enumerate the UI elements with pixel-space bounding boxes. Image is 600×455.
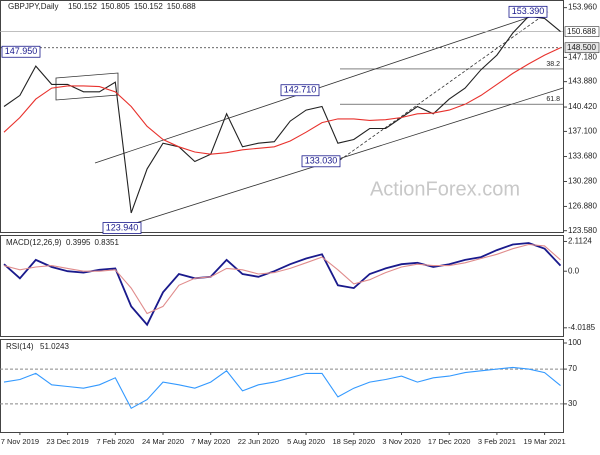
annotation-label: 123.940 xyxy=(106,222,139,232)
y-tick-label: 70 xyxy=(568,364,577,373)
y-tick-label: 126.880 xyxy=(568,202,597,211)
header-value: 0.3995 xyxy=(66,238,91,247)
x-tick-label: 5 Aug 2020 xyxy=(287,437,325,446)
series-line xyxy=(3,243,561,315)
channel-lower xyxy=(119,87,564,229)
series-line xyxy=(3,242,562,327)
series-line xyxy=(3,47,561,155)
x-tick-label: 18 Sep 2020 xyxy=(333,437,376,446)
x-tick-label: 24 Mar 2020 xyxy=(142,437,184,446)
y-tick-label: 133.680 xyxy=(568,152,597,161)
header-value: 150.805 xyxy=(101,2,130,11)
y-tick-label: 100 xyxy=(568,338,582,347)
price-tag-label: 148.500 xyxy=(567,43,596,52)
annotation-box xyxy=(102,222,142,234)
x-tick-label: 7 May 2020 xyxy=(191,437,230,446)
x-tick-label: 17 Dec 2020 xyxy=(428,437,471,446)
y-tick-label: 123.580 xyxy=(568,226,597,235)
x-tick-label: 3 Feb 2021 xyxy=(478,437,516,446)
trend-dashed xyxy=(339,11,549,161)
header-value: 150.152 xyxy=(134,2,163,11)
y-tick-label: 143.880 xyxy=(568,77,597,86)
y-tick-label: 0.0 xyxy=(568,266,580,275)
annotation-label: 133.030 xyxy=(305,156,338,166)
x-tick-label: 19 Mar 2021 xyxy=(524,437,566,446)
y-tick-label: 2.1124 xyxy=(568,237,592,246)
header-value: 51.0243 xyxy=(40,342,69,351)
macd-panel xyxy=(0,235,564,337)
price-tag xyxy=(564,42,600,54)
fib-label: 38.2 xyxy=(546,61,560,68)
watermark: ActionForex.com xyxy=(370,178,520,200)
price-tag xyxy=(564,26,600,37)
x-tick-label: 7 Feb 2020 xyxy=(96,437,134,446)
y-tick-label: 30 xyxy=(568,399,577,408)
series-line xyxy=(3,366,561,410)
y-tick-label: 130.280 xyxy=(568,177,597,186)
annotation-label: 147.950 xyxy=(5,46,38,56)
annotation-box xyxy=(508,5,548,18)
x-tick-label: 3 Nov 2020 xyxy=(382,437,420,446)
y-tick-label: 147.180 xyxy=(568,53,597,62)
x-tick-label: 23 Dec 2019 xyxy=(46,437,89,446)
annotation-box xyxy=(1,45,41,58)
x-tick-label: 22 Jun 2020 xyxy=(238,437,279,446)
annotation-box xyxy=(280,84,320,97)
macd-name: MACD(12,26,9) xyxy=(6,238,62,247)
price-tag-label: 150.688 xyxy=(567,27,596,36)
y-tick-label: 137.100 xyxy=(568,127,597,136)
price-panel xyxy=(0,0,564,233)
x-tick-label: 7 Nov 2019 xyxy=(1,437,39,446)
y-tick-label: -4.0185 xyxy=(568,323,596,332)
y-tick-label: 140.420 xyxy=(568,102,597,111)
annotation-box xyxy=(301,155,341,168)
series-line xyxy=(3,15,561,214)
rsi-name: RSI(14) xyxy=(6,342,34,351)
channel-upper xyxy=(94,11,546,164)
annotation-label: 153.390 xyxy=(512,6,545,16)
header-value: 150.688 xyxy=(167,2,196,11)
y-tick-label: 153.960 xyxy=(568,3,597,12)
annotation-label: 142.710 xyxy=(284,85,317,95)
symbol: GBPJPY,Daily xyxy=(8,2,59,11)
fib-label: 61.8 xyxy=(546,96,560,103)
header-value: 150.152 xyxy=(68,2,97,11)
header-value: 0.8351 xyxy=(94,238,119,247)
rsi-panel xyxy=(0,339,564,433)
